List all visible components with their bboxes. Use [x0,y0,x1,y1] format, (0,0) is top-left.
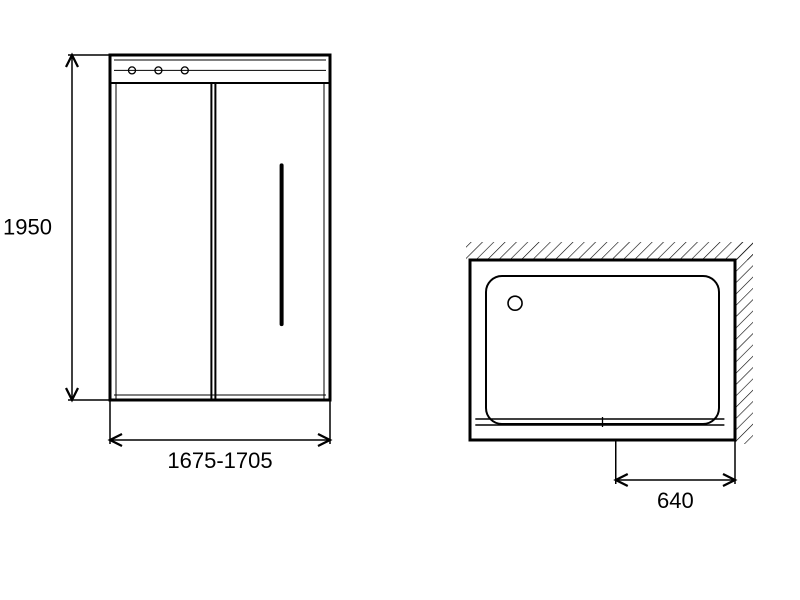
front-elevation: 1950 1675-1705 [3,55,330,473]
plan-view: 640 [466,242,753,513]
width-label: 1675-1705 [167,448,272,473]
height-label: 1950 [3,215,52,240]
opening-label: 640 [657,488,694,513]
technical-drawing: 1950 1675-1705 640 [0,0,800,600]
